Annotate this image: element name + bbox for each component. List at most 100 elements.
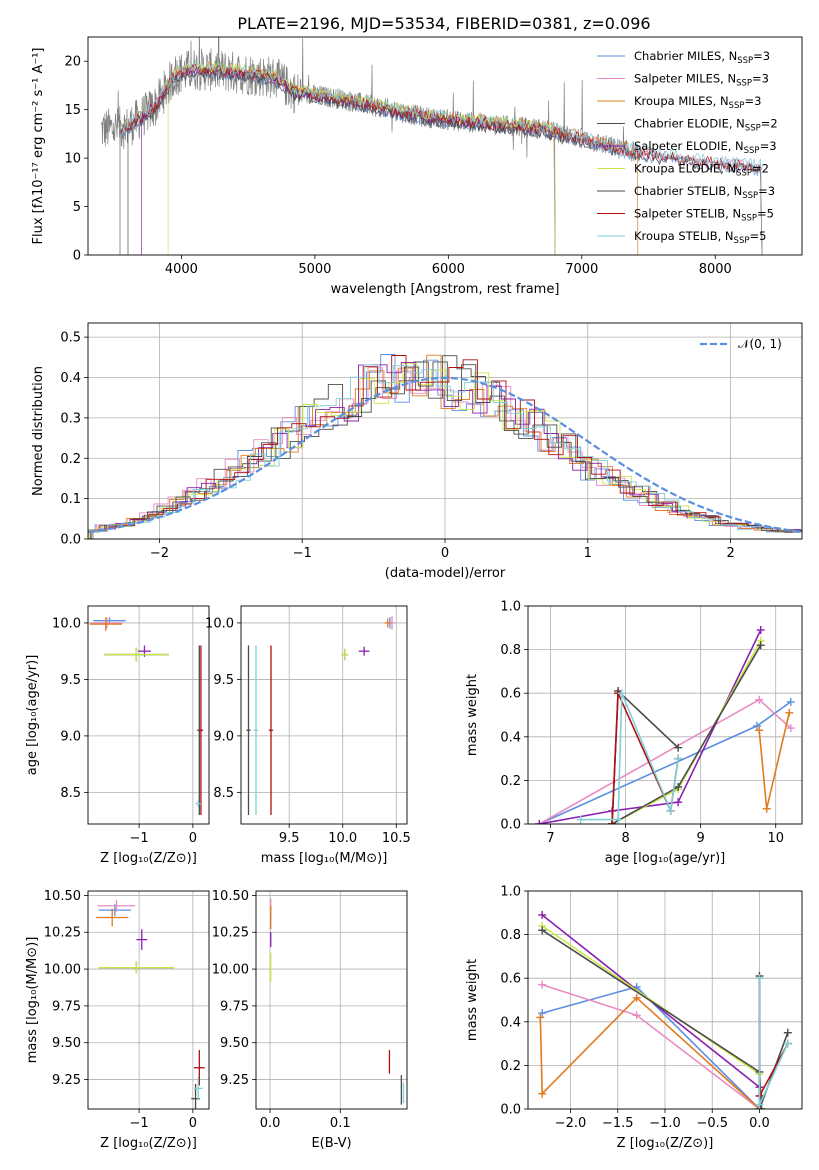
residual-panel: −2 −1 0 1 2 0.0 0.1 0.2 0.3 0.4 0.5 (data-model)/er… [31, 322, 803, 581]
axes-frame [240, 605, 408, 825]
weight-marker [538, 1009, 547, 1018]
axes-frame [527, 890, 803, 1110]
legend-label-sub: SSP [734, 236, 750, 246]
legend-label-base: Salpeter ELODIE, N [634, 139, 744, 153]
x-tick-label: −0.5 [696, 1116, 728, 1131]
weight-marker [674, 782, 683, 791]
weight-line-salpeter-elodie [539, 629, 762, 824]
errorbar-point [384, 618, 391, 628]
spectrum-plot-area [100, 37, 763, 255]
weight-line-chabrier-miles [538, 701, 792, 824]
weight-marker [538, 980, 547, 989]
y-tick-label: 20 [64, 55, 81, 70]
legend-label-sub: SSP [736, 169, 752, 179]
x-tick-label: 8 [621, 831, 629, 846]
errorbar-point [98, 961, 175, 974]
x-tick-label: −1 [130, 1116, 149, 1131]
y-tick-label: 10.00 [212, 963, 249, 978]
x-tick-label: −1.5 [602, 1116, 634, 1131]
age-vs-metallicity-panel: −1 0 8.5 9.0 9.5 10.0 Z [log₁₀(Z/Z⊙)] age [log₁… [25, 605, 210, 866]
x-tick-label: −1 [293, 546, 312, 561]
y-tick-label: 0.0 [500, 818, 521, 833]
legend-label: Salpeter MILES, NSSP=3 [634, 72, 769, 89]
legend-label-base: Chabrier ELODIE, N [634, 117, 745, 131]
weight-marker [755, 1100, 764, 1109]
y-tick-label: 1.0 [500, 885, 521, 900]
x-tick-label: 0 [441, 546, 449, 561]
weight-marker [783, 1028, 792, 1037]
y-tick-label: 9.0 [213, 729, 234, 744]
errorbar-point [136, 929, 148, 950]
model-spectrum-kroupa-miles [119, 61, 639, 255]
legend-label-base: Salpeter STELIB, N [634, 207, 741, 221]
x-tick-label: 1 [584, 546, 592, 561]
legend-label-sub: SSP [737, 56, 753, 66]
weight-vs-metallicity-panel-plot-area [536, 910, 792, 1109]
errorbar-point [358, 646, 370, 656]
x-tick-label: 5000 [298, 262, 331, 277]
weight-marker [785, 708, 794, 717]
y-tick-label: 0.8 [500, 928, 521, 943]
legend-label-sub: SSP [729, 101, 745, 111]
y-tick-label: 10.00 [44, 963, 81, 978]
errorbar-point [195, 800, 201, 808]
legend-label-sub: SSP [744, 146, 760, 156]
legend-label-tail: =3 [753, 49, 770, 63]
axes-frame [527, 605, 803, 825]
legend-label-tail: =5 [749, 229, 766, 243]
legend-label: Chabrier ELODIE, NSSP=2 [634, 117, 778, 134]
legend-label: Kroupa ELODIE, NSSP=2 [634, 162, 769, 179]
weight-marker [786, 697, 795, 706]
axes-frame [87, 890, 210, 1110]
x-tick-label: 0.1 [330, 1116, 351, 1131]
x-tick-label: 6000 [432, 262, 465, 277]
legend-label-base: Kroupa STELIB, N [634, 229, 734, 243]
y-tick-label: 9.0 [60, 729, 81, 744]
y-tick-label: 0.0 [60, 533, 81, 548]
legend-label-base: Chabrier MILES, N [634, 49, 737, 63]
legend-label-tail: =3 [758, 184, 775, 198]
errorbar-point [193, 1050, 205, 1086]
x-tick-label: 0 [189, 1116, 197, 1131]
weight-marker [538, 926, 547, 935]
mass-vs-extinction-panel: 0.0 0.1 9.25 9.50 9.75 10.00 10.25 10.50 E(B-V) [212, 889, 408, 1151]
mass-vs-extinction-panel-plot-area [270, 898, 405, 1105]
y-tick-label: 9.50 [220, 1036, 249, 1051]
normal-curve [88, 376, 802, 533]
x-tick-label: −1.0 [649, 1116, 681, 1131]
weight-marker [755, 726, 764, 735]
weight-line-salpeter-elodie [541, 914, 763, 1097]
y-tick-label: 10.50 [44, 889, 81, 904]
y-axis-label: mass weight [465, 959, 480, 1041]
errorbar-point [268, 645, 274, 815]
y-tick-label: 9.5 [60, 673, 81, 688]
y-tick-label: 9.75 [52, 999, 81, 1014]
y-tick-label: 0.4 [500, 1015, 521, 1030]
y-tick-label: 10.0 [52, 616, 81, 631]
weight-line-kroupa-miles [758, 712, 790, 809]
x-tick-label: −1 [130, 831, 149, 846]
errorbar-point [253, 645, 259, 815]
age-vs-mass-panel-plot-area [246, 616, 396, 815]
y-tick-label: 9.25 [220, 1073, 249, 1088]
x-tick-label: 10.5 [382, 831, 411, 846]
weight-marker [674, 754, 683, 763]
errorbar-point [104, 647, 169, 662]
x-tick-label: 7000 [565, 262, 598, 277]
y-tick-label: 10.25 [44, 926, 81, 941]
legend-label-sub: SSP [736, 79, 752, 89]
weight-marker [755, 974, 764, 983]
y-tick-label: 1.0 [500, 600, 521, 615]
age-vs-mass-panel: 9.5 10.0 10.5 8.5 9.0 9.5 10.0 mass [log₁₀(M/M⊙… [205, 605, 411, 866]
y-tick-label: 10.25 [212, 926, 249, 941]
weight-marker [538, 910, 547, 919]
y-axis-label: mass [log₁₀(M/M⊙)] [25, 937, 40, 1064]
model-spectrum-salpeter-stelib [119, 63, 763, 255]
spectrum-panel: 4000 5000 6000 7000 8000 0 5 10 15 20 wavelength [… [31, 36, 803, 297]
weight-marker [756, 641, 765, 650]
y-tick-label: 9.75 [220, 999, 249, 1014]
weight-marker [752, 721, 761, 730]
y-tick-label: 10.0 [205, 616, 234, 631]
weight-marker [617, 689, 626, 698]
